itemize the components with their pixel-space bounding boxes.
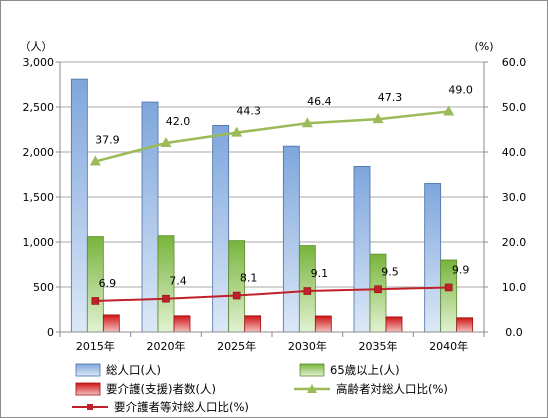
y-right-tick-label: 50.0 bbox=[502, 101, 527, 114]
legend-label-care-needed: 要介護(支援)者数(人) bbox=[106, 382, 216, 396]
care-ratio-data-label: 8.1 bbox=[240, 272, 258, 285]
elderly-ratio-point bbox=[443, 105, 455, 116]
legend-label-65-over: 65歳以上(人) bbox=[330, 363, 400, 377]
care-ratio-data-label: 6.9 bbox=[99, 277, 117, 290]
elderly-ratio-point bbox=[89, 155, 101, 166]
care-ratio-line bbox=[95, 286, 449, 302]
elderly-ratio-data-label: 37.9 bbox=[95, 133, 120, 146]
bar-total-population bbox=[212, 125, 230, 333]
x-tick-label: 2035年 bbox=[359, 339, 398, 353]
x-tick-label: 2015年 bbox=[76, 339, 115, 353]
bar-total-population bbox=[424, 183, 442, 333]
elderly-ratio-point bbox=[231, 126, 243, 137]
legend-swatch-total-population bbox=[75, 363, 101, 377]
care-ratio-point bbox=[444, 283, 453, 292]
y-right-tick-label: 30.0 bbox=[502, 191, 527, 204]
line-series bbox=[89, 105, 455, 305]
legend-item-care-ratio: 要介護者等対総人口比(%) bbox=[72, 400, 249, 414]
bar-care-needed bbox=[456, 317, 474, 333]
care-ratio-point bbox=[232, 291, 241, 300]
bar-care-needed bbox=[173, 315, 191, 333]
elderly-ratio-point bbox=[160, 137, 172, 147]
bar-65-over bbox=[228, 240, 246, 333]
bar-total-population bbox=[141, 101, 159, 333]
y-left-tick-label: 3,000 bbox=[23, 56, 55, 69]
bar-care-needed bbox=[244, 315, 262, 333]
care-ratio-point bbox=[303, 287, 312, 295]
legend-item-total-population: 総人口(人) bbox=[75, 363, 161, 377]
y-right-tick-label: 60.0 bbox=[502, 56, 527, 69]
legend-label-care-ratio: 要介護者等対総人口比(%) bbox=[114, 400, 249, 414]
legend: 総人口(人) 65歳以上(人) 要介護(支援)者数(人) 高齢者対総人口比(%)… bbox=[72, 363, 448, 414]
bar-care-needed bbox=[102, 314, 120, 333]
y-right-tick-label: 10.0 bbox=[502, 281, 527, 294]
care-ratio-data-label: 7.4 bbox=[169, 275, 187, 288]
y-left-tick-label: 1,000 bbox=[23, 236, 55, 249]
legend-label-total-population: 総人口(人) bbox=[106, 363, 161, 377]
x-tick-label: 2020年 bbox=[147, 339, 186, 353]
bar-total-population bbox=[353, 165, 371, 333]
elderly-ratio-point bbox=[301, 117, 313, 128]
care-ratio-data-label: 9.1 bbox=[311, 267, 329, 280]
legend-marker-care-ratio bbox=[87, 404, 93, 410]
y-left-unit-label: （人） bbox=[20, 40, 53, 53]
tick-labels: 0 0.0 500 10.0 1,000 20.0 1,500 30.0 2,000 40.0 2,… bbox=[23, 56, 527, 353]
y-left-tick-label: 500 bbox=[33, 281, 54, 294]
y-left-tick-label: 0 bbox=[47, 326, 54, 339]
care-ratio-data-label: 9.5 bbox=[381, 265, 399, 278]
elderly-ratio-line bbox=[95, 110, 449, 163]
elderly-ratio-data-label: 44.3 bbox=[236, 105, 261, 118]
care-ratio-point bbox=[162, 294, 170, 303]
grid-lines bbox=[60, 61, 484, 288]
elderly-ratio-data-label: 47.3 bbox=[378, 91, 403, 104]
care-ratio-point bbox=[374, 285, 382, 294]
legend-swatch-care-needed bbox=[75, 382, 101, 396]
bar-care-needed bbox=[385, 316, 403, 333]
bar-total-population bbox=[282, 145, 300, 333]
legend-item-65-over: 65歳以上(人) bbox=[299, 363, 400, 377]
x-tick-label: 2040年 bbox=[429, 339, 468, 353]
y-right-tick-label: 0.0 bbox=[505, 326, 523, 339]
legend-item-care-needed: 要介護(支援)者数(人) bbox=[75, 382, 216, 396]
y-right-unit-label: (%) bbox=[474, 40, 493, 53]
bar-total-population bbox=[70, 78, 88, 333]
elderly-ratio-data-label: 42.0 bbox=[166, 115, 191, 128]
x-tick-label: 2025年 bbox=[217, 339, 256, 353]
y-right-tick-label: 20.0 bbox=[502, 236, 527, 249]
y-left-tick-label: 2,000 bbox=[23, 146, 55, 159]
bar-care-needed bbox=[314, 315, 332, 333]
elderly-ratio-data-label: 49.0 bbox=[448, 84, 473, 97]
elderly-ratio-data-label: 46.4 bbox=[307, 95, 332, 108]
care-ratio-data-label: 9.9 bbox=[452, 263, 470, 276]
data-labels: 37.9 42.0 44.3 46.4 47.3 49.0 6.9 7.4 8.1 9.1 9.5 9… bbox=[95, 84, 473, 290]
y-left-tick-label: 1,500 bbox=[23, 191, 55, 204]
x-tick-label: 2030年 bbox=[288, 339, 327, 353]
legend-marker-elderly-ratio bbox=[307, 384, 317, 393]
legend-item-elderly-ratio: 高齢者対総人口比(%) bbox=[294, 382, 448, 396]
care-ratio-point bbox=[91, 297, 100, 305]
legend-label-elderly-ratio: 高齢者対総人口比(%) bbox=[336, 382, 448, 396]
legend-swatch-65-over bbox=[299, 363, 325, 377]
y-left-tick-label: 2,500 bbox=[23, 101, 55, 114]
y-right-tick-label: 40.0 bbox=[502, 146, 527, 159]
elderly-ratio-point bbox=[372, 113, 384, 124]
bars bbox=[70, 78, 474, 333]
